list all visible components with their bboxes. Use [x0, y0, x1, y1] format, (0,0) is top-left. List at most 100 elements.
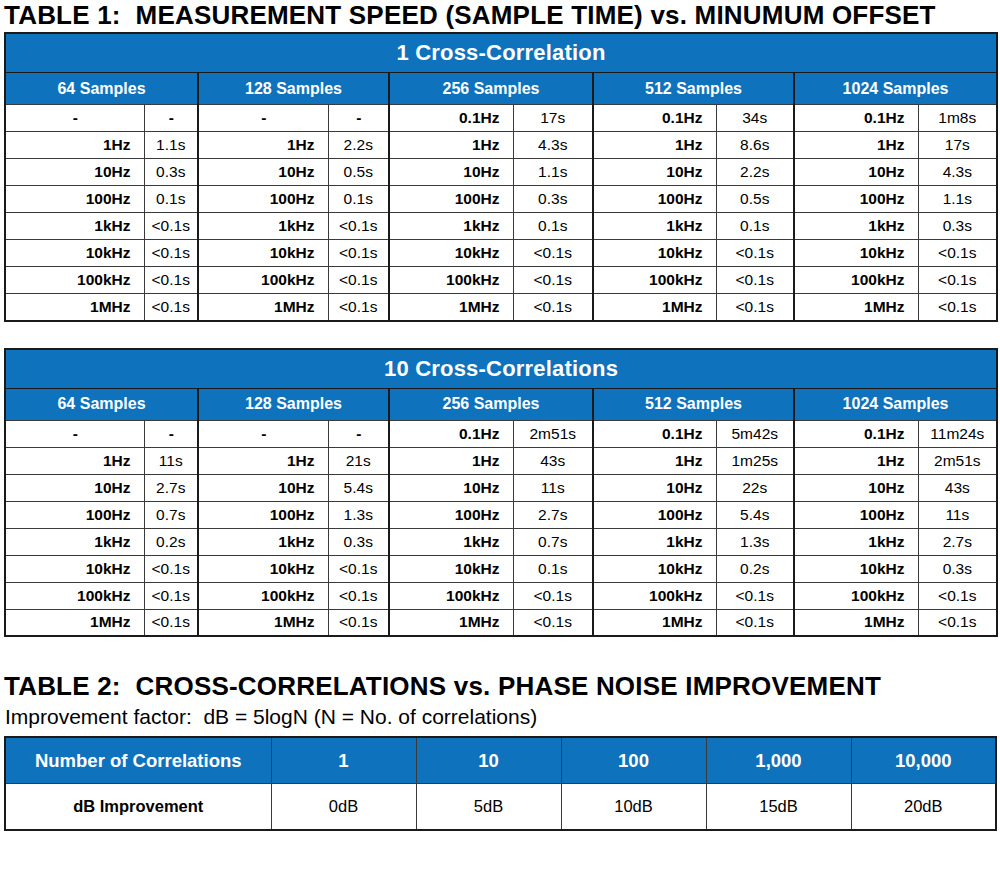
offset-cell: -	[5, 420, 144, 447]
offset-cell: 1Hz	[794, 447, 918, 474]
sample-time-cell: <0.1s	[716, 582, 794, 609]
offset-cell: 100Hz	[5, 186, 144, 213]
sample-time-cell: 22s	[716, 474, 794, 501]
sample-time-cell: 1.1s	[918, 186, 997, 213]
db-improvement-value: 5dB	[416, 784, 561, 831]
sample-time-cell: 1m25s	[716, 447, 794, 474]
table-row: 10Hz2.7s10Hz5.4s10Hz11s10Hz22s10Hz43s	[5, 474, 997, 501]
sample-time-cell: 1.3s	[328, 501, 389, 528]
offset-cell: 10Hz	[5, 474, 144, 501]
offset-cell: 1MHz	[593, 609, 716, 636]
offset-cell: 10kHz	[593, 555, 716, 582]
sample-time-cell: <0.1s	[144, 582, 198, 609]
offset-cell: 100Hz	[794, 501, 918, 528]
sample-time-cell: 1m8s	[918, 105, 997, 132]
sample-time-cell: 5.4s	[716, 501, 794, 528]
improvement-factor-formula: Improvement factor: dB = 5logN (N = No. …	[5, 705, 996, 728]
sample-time-cell: 0.3s	[918, 213, 997, 240]
table-row: 100kHz<0.1s100kHz<0.1s100kHz<0.1s100kHz<…	[5, 582, 997, 609]
offset-cell: 100Hz	[5, 501, 144, 528]
offset-cell: 10Hz	[198, 474, 328, 501]
sample-time-cell: <0.1s	[328, 240, 389, 267]
sample-time-cell: <0.1s	[513, 609, 593, 636]
sample-time-cell: <0.1s	[716, 294, 794, 321]
offset-cell: 1kHz	[389, 528, 513, 555]
sample-time-cell: 0.3s	[144, 159, 198, 186]
sample-time-cell: 1.1s	[513, 159, 593, 186]
offset-cell: 10kHz	[389, 240, 513, 267]
offset-cell: 1Hz	[389, 447, 513, 474]
group-header-512-samples: 512 Samples	[593, 73, 794, 105]
table-row: 1MHz<0.1s1MHz<0.1s1MHz<0.1s1MHz<0.1s1MHz…	[5, 294, 997, 321]
group-header-512-samples: 512 Samples	[593, 388, 794, 420]
offset-cell: 1MHz	[198, 609, 328, 636]
group-header-64-samples: 64 Samples	[5, 388, 198, 420]
sample-time-cell: 11s	[918, 501, 997, 528]
sample-time-cell: <0.1s	[716, 267, 794, 294]
offset-cell: 1kHz	[5, 213, 144, 240]
group-header-row: 64 Samples 128 Samples 256 Samples 512 S…	[5, 388, 997, 420]
sample-time-cell: 0.2s	[716, 555, 794, 582]
offset-cell: 10kHz	[593, 240, 716, 267]
sample-time-cell: 0.1s	[716, 213, 794, 240]
offset-cell: 1kHz	[198, 528, 328, 555]
sample-time-cell: 0.2s	[144, 528, 198, 555]
offset-cell: 10Hz	[198, 159, 328, 186]
offset-cell: 100Hz	[593, 186, 716, 213]
sample-time-cell: 43s	[918, 474, 997, 501]
table-1-cross-correlation: 1 Cross-Correlation 64 Samples 128 Sampl…	[4, 32, 998, 322]
table-row: 10kHz<0.1s10kHz<0.1s10kHz<0.1s10kHz<0.1s…	[5, 240, 997, 267]
sample-time-cell: 0.7s	[513, 528, 593, 555]
sample-time-cell: -	[144, 105, 198, 132]
sample-time-cell: 2m51s	[513, 420, 593, 447]
offset-cell: 1Hz	[389, 132, 513, 159]
sample-time-cell: 4.3s	[513, 132, 593, 159]
offset-cell: 1MHz	[5, 609, 144, 636]
document-page: TABLE 1: MEASUREMENT SPEED (SAMPLE TIME)…	[0, 0, 1000, 831]
table-row: 1MHz<0.1s1MHz<0.1s1MHz<0.1s1MHz<0.1s1MHz…	[5, 609, 997, 636]
sample-time-cell: 17s	[918, 132, 997, 159]
db-improvement-value: 0dB	[271, 784, 416, 831]
sample-time-cell: 2.7s	[918, 528, 997, 555]
sample-time-cell: 4.3s	[918, 159, 997, 186]
offset-cell: 1kHz	[593, 528, 716, 555]
offset-cell: 1MHz	[5, 294, 144, 321]
table1-banner: 1 Cross-Correlation	[5, 33, 997, 73]
offset-cell: 1MHz	[198, 294, 328, 321]
sample-time-cell: <0.1s	[144, 213, 198, 240]
offset-cell: 0.1Hz	[794, 105, 918, 132]
sample-time-cell: <0.1s	[716, 240, 794, 267]
sample-time-cell: -	[144, 420, 198, 447]
table-row: ----0.1Hz2m51s0.1Hz5m42s0.1Hz11m24s	[5, 420, 997, 447]
sample-time-cell: 1.3s	[716, 528, 794, 555]
sample-time-cell: 2.7s	[144, 474, 198, 501]
offset-cell: 0.1Hz	[389, 420, 513, 447]
group-header-row: 64 Samples 128 Samples 256 Samples 512 S…	[5, 73, 997, 105]
table-row: 1kHz<0.1s1kHz<0.1s1kHz0.1s1kHz0.1s1kHz0.…	[5, 213, 997, 240]
offset-cell: 1MHz	[593, 294, 716, 321]
offset-cell: 1MHz	[794, 294, 918, 321]
offset-cell: 1Hz	[5, 132, 144, 159]
offset-cell: -	[5, 105, 144, 132]
offset-cell: 10Hz	[794, 474, 918, 501]
offset-cell: 100kHz	[5, 267, 144, 294]
correlations-value-header: 1	[271, 737, 416, 784]
db-improvement-value: 20dB	[851, 784, 996, 831]
sample-time-cell: <0.1s	[144, 240, 198, 267]
sample-time-cell: 2.2s	[328, 132, 389, 159]
correlations-header-row: Number of Correlations 1 10 100 1,000 10…	[5, 737, 996, 784]
group-header-128-samples: 128 Samples	[198, 73, 389, 105]
offset-cell: 1kHz	[389, 213, 513, 240]
db-improvement-value: 15dB	[706, 784, 851, 831]
offset-cell: 100kHz	[593, 267, 716, 294]
table-row: 1Hz1.1s1Hz2.2s1Hz4.3s1Hz8.6s1Hz17s	[5, 132, 997, 159]
table-row: 100kHz<0.1s100kHz<0.1s100kHz<0.1s100kHz<…	[5, 267, 997, 294]
sample-time-cell: <0.1s	[144, 267, 198, 294]
sample-time-cell: 0.1s	[328, 186, 389, 213]
sample-time-cell: <0.1s	[328, 213, 389, 240]
table2-body: ----0.1Hz2m51s0.1Hz5m42s0.1Hz11m24s1Hz11…	[5, 420, 997, 636]
table-row: ----0.1Hz17s0.1Hz34s0.1Hz1m8s	[5, 105, 997, 132]
sample-time-cell: <0.1s	[328, 609, 389, 636]
sample-time-cell: <0.1s	[716, 609, 794, 636]
sample-time-cell: 0.1s	[513, 555, 593, 582]
